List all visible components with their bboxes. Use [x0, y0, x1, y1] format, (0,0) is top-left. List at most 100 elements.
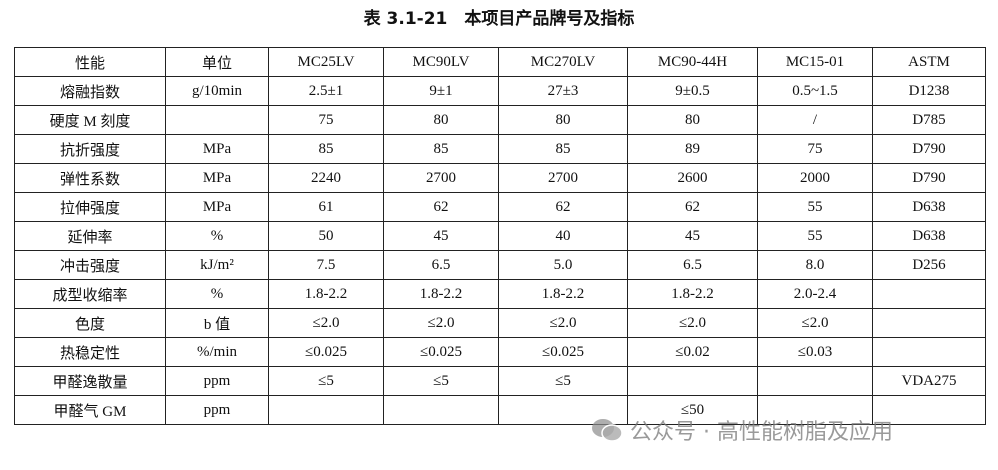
table-cell: 2700	[498, 163, 628, 193]
table-title: 表 3.1-21 本项目产品牌号及指标	[363, 9, 635, 29]
wechat-icon	[592, 419, 623, 442]
table-cell: ≤0.03	[757, 337, 873, 367]
table-row: 热稳定性 %/min ≤0.025 ≤0.025 ≤0.025 ≤0.02 ≤0.03	[14, 337, 986, 367]
table-cell: 75	[268, 105, 384, 135]
table-cell: D638	[872, 192, 986, 222]
table-cell: 冲击强度	[14, 250, 166, 280]
table-cell	[757, 395, 873, 425]
table-cell: 5.0	[498, 250, 628, 280]
table-cell: MC270LV	[498, 47, 628, 77]
table-cell	[872, 337, 986, 367]
table-row: 成型收缩率% 1.8-2.2 1.8-2.2 1.8-2.2 1.8-2.2 2.0-2.…	[14, 279, 986, 309]
table-cell: %/min	[165, 337, 269, 367]
table-cell: 45	[627, 221, 758, 251]
table-row: 抗折强度 MPa 85 85 85 89 75 D790	[14, 134, 986, 164]
table-cell: 0.5~1.5	[757, 76, 873, 106]
table-cell: 弹性系数	[14, 163, 166, 193]
table-row: 弹性系数 MPa 2240 2700 2700 2600 2000 D790	[14, 163, 986, 193]
table-cell: 75	[757, 134, 873, 164]
table-cell	[627, 366, 758, 396]
table-cell	[872, 395, 986, 425]
table-cell: %	[165, 279, 269, 309]
table-cell: 80	[627, 105, 758, 135]
table-cell: ≤5	[498, 366, 628, 396]
table-cell: 55	[757, 192, 873, 222]
table-cell: ≤2.0	[627, 308, 758, 338]
table-cell: 9±1	[383, 76, 499, 106]
table-cell: b 值	[165, 308, 269, 338]
table-cell	[268, 395, 384, 425]
table-cell: 单位	[165, 47, 269, 77]
table-cell: 80	[498, 105, 628, 135]
table-cell: ≤5	[268, 366, 384, 396]
table-cell: D790	[872, 163, 986, 193]
table-cell: 甲醛逸散量	[14, 366, 166, 396]
table-row: 色度 b 值 ≤2.0 ≤2.0 ≤2.0 ≤2.0 ≤2.0	[14, 308, 986, 338]
table-cell: D638	[872, 221, 986, 251]
watermark: 公众号 · 高性能树脂及应用	[590, 414, 893, 446]
table-cell: 6.5	[627, 250, 758, 280]
table-body: 性能 单位 MC25LV MC90LV MC270LV MC90-44H MC15-01 AS…	[14, 47, 986, 425]
table-cell: MC25LV	[268, 47, 384, 77]
table-cell: MC90-44H	[627, 47, 758, 77]
table-cell: 1.8-2.2	[627, 279, 758, 309]
table-cell: 硬度 M 刻度	[14, 105, 166, 135]
table-cell: D1238	[872, 76, 986, 106]
table-cell: 1.8-2.2	[383, 279, 499, 309]
table-row: 甲醛逸散量 ppm ≤5 ≤5 ≤5 VDA275	[14, 366, 986, 396]
table-cell	[757, 366, 873, 396]
table-cell: 拉伸强度	[14, 192, 166, 222]
table-cell: ≤2.0	[383, 308, 499, 338]
table-row: 熔融指数 g/10min 2.5±1 9±1 27±3 9±0.5 0.5~1.5 D1238	[14, 76, 986, 106]
table-cell: g/10min	[165, 76, 269, 106]
table-cell	[872, 308, 986, 338]
table-cell: 热稳定性	[14, 337, 166, 367]
table-row: 延伸率% 50 45 40 45 55 D638	[14, 221, 986, 251]
table-cell: 62	[627, 192, 758, 222]
table-cell: 45	[383, 221, 499, 251]
table-cell: 80	[383, 105, 499, 135]
table-cell: MPa	[165, 163, 269, 193]
table-cell: D790	[872, 134, 986, 164]
table-cell: MPa	[165, 192, 269, 222]
table-cell: 1.8-2.2	[268, 279, 384, 309]
table-cell: ppm	[165, 366, 269, 396]
table-cell: MC90LV	[383, 47, 499, 77]
spec-table: 性能 单位 MC25LV MC90LV MC270LV MC90-44H MC15-01 AS…	[14, 47, 986, 425]
table-cell: 50	[268, 221, 384, 251]
table-cell: 85	[383, 134, 499, 164]
table-cell: 62	[498, 192, 628, 222]
table-cell: D256	[872, 250, 986, 280]
table-cell: 85	[268, 134, 384, 164]
table-cell: MC15-01	[757, 47, 873, 77]
table-cell: ≤0.025	[498, 337, 628, 367]
table-cell: VDA275	[872, 366, 986, 396]
table-row: 冲击强度 kJ/m² 7.5 6.5 5.0 6.5 8.0 D256	[14, 250, 986, 280]
table-cell: 9±0.5	[627, 76, 758, 106]
table-cell: 性能	[14, 47, 166, 77]
table-cell: ≤0.025	[268, 337, 384, 367]
table-cell: 1.8-2.2	[498, 279, 628, 309]
table-cell: 6.5	[383, 250, 499, 280]
table-cell: 8.0	[757, 250, 873, 280]
table-row: 硬度 M 刻度 75 80 80 80/D785	[14, 105, 986, 135]
table-cell	[872, 279, 986, 309]
table-cell: 2.5±1	[268, 76, 384, 106]
table-cell: ppm	[165, 395, 269, 425]
table-cell: 色度	[14, 308, 166, 338]
table-cell: ≤0.025	[383, 337, 499, 367]
table-cell: 40	[498, 221, 628, 251]
table-cell: 2240	[268, 163, 384, 193]
table-cell: ≤5	[383, 366, 499, 396]
table-cell: 2700	[383, 163, 499, 193]
table-cell	[383, 395, 499, 425]
table-cell: ≤2.0	[757, 308, 873, 338]
table-cell: 成型收缩率	[14, 279, 166, 309]
table-cell: 延伸率	[14, 221, 166, 251]
table-cell	[165, 105, 269, 135]
table-cell: kJ/m²	[165, 250, 269, 280]
table-cell: 89	[627, 134, 758, 164]
table-cell: 熔融指数	[14, 76, 166, 106]
table-cell: 55	[757, 221, 873, 251]
